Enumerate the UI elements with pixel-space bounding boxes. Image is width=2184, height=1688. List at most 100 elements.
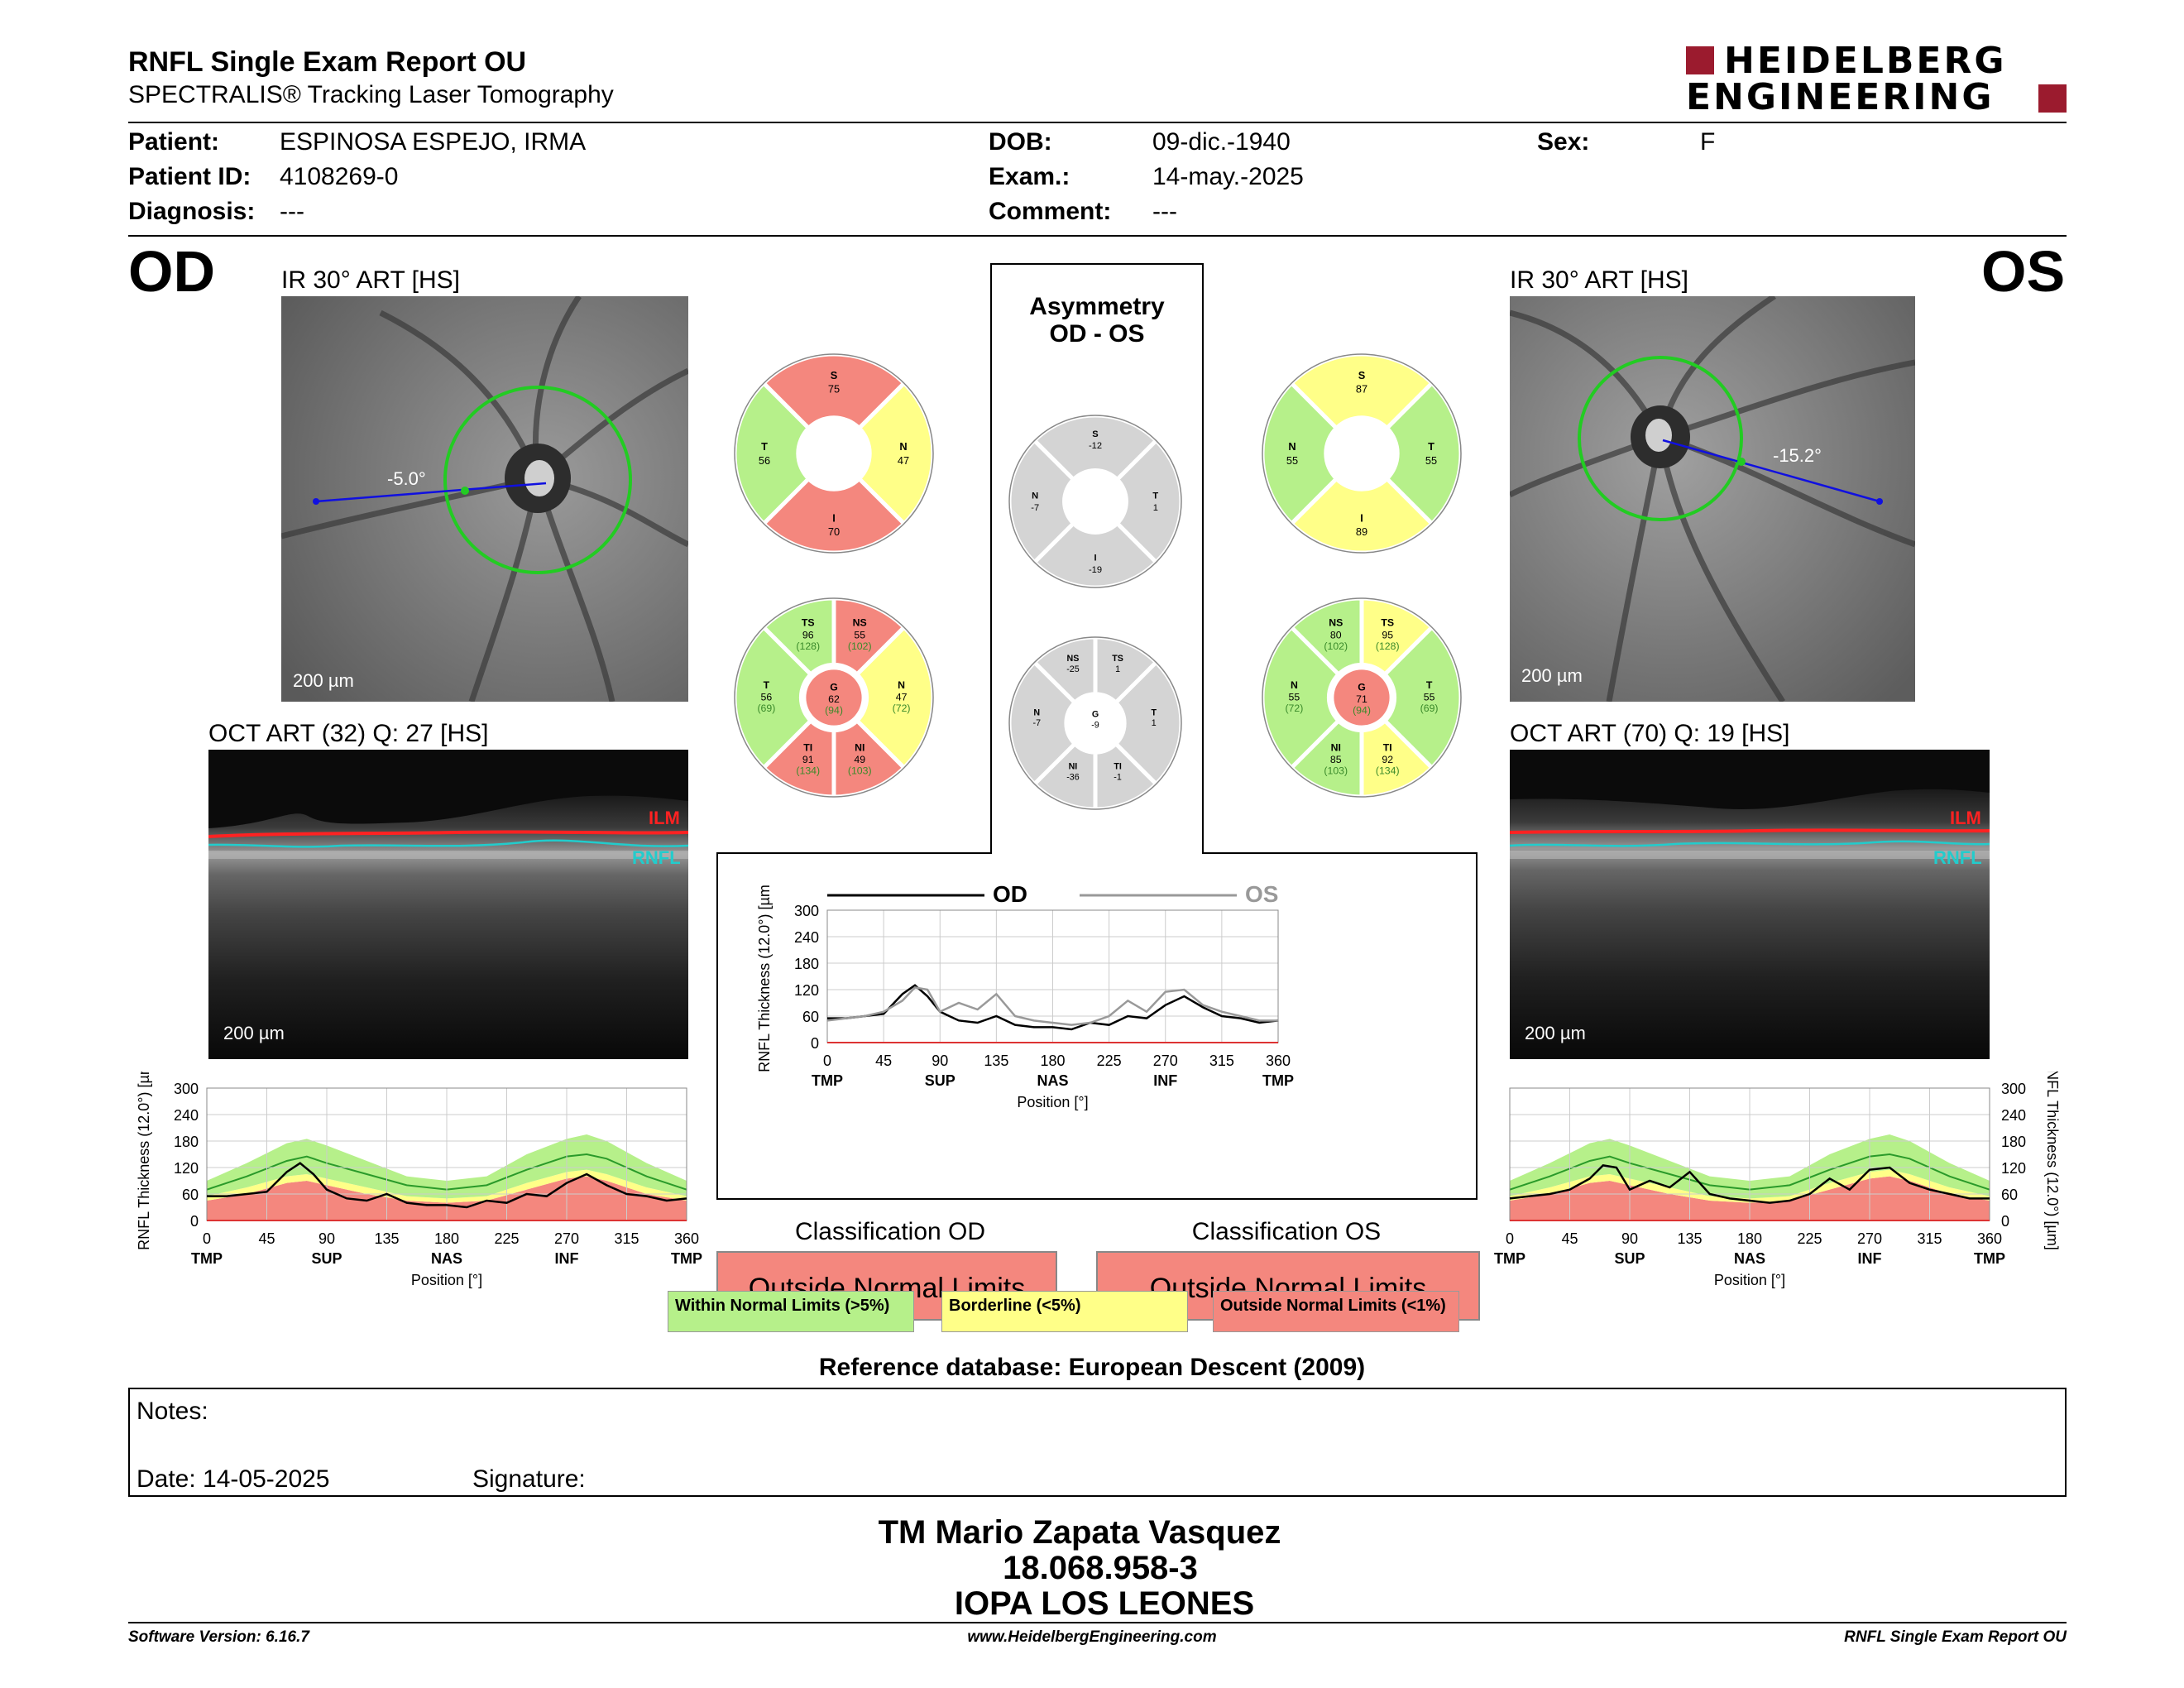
od-s4-label-i: I <box>832 512 836 525</box>
od-s6-value-ti: 91 <box>802 754 814 765</box>
region-label: NAS <box>1037 1072 1068 1089</box>
os-s6-label-t: T <box>1426 679 1433 691</box>
dob-label: DOB: <box>989 128 1052 156</box>
y-tick-label: 180 <box>794 956 819 972</box>
asymmetry-sector-4-chart: S -12 T 1 I -19 N -7 <box>1007 413 1184 590</box>
od-s6-value-n: 47 <box>896 692 908 703</box>
legend-label-os: OS <box>1245 885 1278 907</box>
region-label: SUP <box>925 1072 956 1089</box>
x-tick-label: 45 <box>258 1230 275 1247</box>
os-oct-svg <box>1510 789 1990 1059</box>
os-s4-value-i: 89 <box>1356 525 1367 538</box>
os-thickness-chart: 0 60 120 180 240 300 0 45 90 135 180 225 270 315 360 TM… <box>1494 1072 2061 1288</box>
y-tick-label: 0 <box>190 1213 199 1230</box>
footer-url[interactable]: www.HeidelbergEngineering.com <box>967 1628 1217 1646</box>
os-s4-label-t: T <box>1428 440 1434 453</box>
as-s4-value-i: -19 <box>1089 565 1102 575</box>
od-ir-label: IR 30° ART [HS] <box>281 266 460 294</box>
od-oct-image: ILM RNFL 200 µm <box>208 750 688 1059</box>
as-s6-label-n: N <box>1033 707 1040 717</box>
od-s6-value-ni: 49 <box>854 754 865 765</box>
od-thickness-chart: 0 60 120 180 240 300 0 45 90 135 180 225 270 315 360 TM… <box>136 1072 702 1288</box>
os-s4-value-t: 55 <box>1425 454 1437 467</box>
as-s6-label-ni: NI <box>1069 762 1078 772</box>
y-tick-label: 60 <box>2001 1187 2018 1203</box>
os-s6-value-t: 55 <box>1424 692 1435 703</box>
od-classification-title: Classification OD <box>794 1218 986 1245</box>
notes-box: Notes: Date: 14-05-2025 Signature: <box>128 1388 2067 1497</box>
od-s6-value-t: 56 <box>761 692 773 703</box>
od-s4-label-t: T <box>761 440 768 453</box>
logo-square-top <box>1686 46 1714 74</box>
asymmetry-panel-join <box>992 851 1202 854</box>
region-label: TMP <box>1494 1250 1525 1267</box>
as-s6-value-g: -9 <box>1091 720 1099 730</box>
asymmetry-thickness-chart: 0 60 120 180 240 300 0 45 90 135 180 225 270 315 360 TM… <box>756 885 1294 1110</box>
od-s6-value-g: 62 <box>828 693 840 705</box>
os-oct-scale: 200 µm <box>1525 1023 1586 1043</box>
od-ir-image: -5.0° 200 µm <box>281 296 688 702</box>
os-s6-normal-ti: (134) <box>1376 765 1400 777</box>
asymmetry-panel <box>990 263 1204 852</box>
os-ir-image: -15.2° 200 µm <box>1510 296 1915 702</box>
region-label: TMP <box>1262 1072 1294 1089</box>
os-fundus-svg <box>1510 296 1915 702</box>
sex-label: Sex: <box>1537 128 1590 156</box>
os-s6-value-ns: 80 <box>1330 629 1342 640</box>
os-s6-sector-g <box>1334 669 1390 726</box>
os-s6-label-g: G <box>1358 681 1366 693</box>
os-s6-normal-ni: (103) <box>1324 765 1348 777</box>
as-s6-label-t: T <box>1151 707 1157 717</box>
y-tick-label: 120 <box>174 1160 199 1177</box>
report-subtitle: SPECTRALIS® Tracking Laser Tomography <box>128 81 614 108</box>
report-title: RNFL Single Exam Report OU <box>128 46 527 78</box>
x-tick-label: 270 <box>1153 1053 1178 1069</box>
as-s6-value-ti: -1 <box>1114 773 1122 783</box>
footer-divider <box>128 1622 2067 1623</box>
x-tick-label: 315 <box>614 1230 639 1247</box>
y-tick-label: 180 <box>174 1134 199 1150</box>
region-label: NAS <box>1734 1250 1765 1267</box>
as-s4-value-t: 1 <box>1153 503 1158 513</box>
region-label: TMP <box>191 1250 223 1267</box>
logo-line2: ENGINEERING <box>1686 76 1995 118</box>
asymmetry-title: Asymmetry <box>1029 293 1165 320</box>
od-s4-value-t: 56 <box>759 454 770 467</box>
asymmetry-subtitle: OD - OS <box>1049 320 1145 348</box>
region-label: INF <box>555 1250 579 1267</box>
x-tick-label: 135 <box>1677 1230 1702 1247</box>
notes-label: Notes: <box>136 1398 208 1425</box>
patient-name: ESPINOSA ESPEJO, IRMA <box>280 128 587 156</box>
y-tick-label: 300 <box>794 903 819 919</box>
os-ir-scale: 200 µm <box>1521 665 1583 686</box>
exam-value: 14-may.-2025 <box>1152 163 1304 190</box>
os-s4-value-s: 87 <box>1356 382 1367 395</box>
software-version: Software Version: 6.16.7 <box>128 1628 309 1646</box>
region-label: NAS <box>431 1250 462 1267</box>
os-eye-label: OS <box>1981 239 2066 304</box>
os-s4-label-i: I <box>1360 512 1363 525</box>
os-s4-outline <box>1262 353 1462 554</box>
od-s6-normal-n: (72) <box>893 703 911 714</box>
od-s6-normal-ts: (128) <box>796 640 820 652</box>
x-tick-label: 0 <box>1506 1230 1514 1247</box>
os-oct-image: ILM RNFL 200 µm <box>1510 750 1990 1059</box>
header-divider <box>128 122 2067 123</box>
y-tick-label: 0 <box>811 1035 819 1052</box>
region-label: SUP <box>311 1250 342 1267</box>
as-s6-label-ts: TS <box>1112 654 1123 664</box>
as-s6-value-ns: -25 <box>1066 664 1080 674</box>
y-tick-label: 120 <box>2001 1160 2026 1177</box>
od-s6-outline <box>734 597 934 798</box>
os-angle-label: -15.2° <box>1773 445 1822 466</box>
x-tick-label: 315 <box>1209 1053 1234 1069</box>
os-s6-normal-t: (69) <box>1420 703 1439 714</box>
x-tick-label: 180 <box>1737 1230 1762 1247</box>
od-s6-label-ts: TS <box>802 617 815 629</box>
od-s6-value-ns: 55 <box>854 629 865 640</box>
x-axis-label: Position [°] <box>411 1272 482 1288</box>
os-s6-normal-g: (94) <box>1353 705 1371 717</box>
x-tick-label: 360 <box>1977 1230 2002 1247</box>
region-label: TMP <box>1974 1250 2005 1267</box>
